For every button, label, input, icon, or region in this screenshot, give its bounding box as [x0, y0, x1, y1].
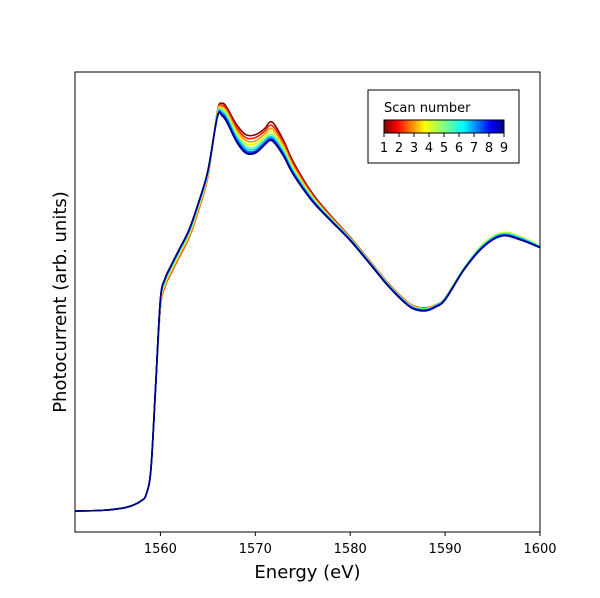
colorbar-tick-label: 3 [410, 141, 418, 156]
x-axis-label: Energy (eV) [254, 562, 360, 583]
colorbar-tick-label: 7 [470, 141, 478, 156]
colorbar-tick-label: 8 [485, 141, 493, 156]
colorbar-tick-label: 6 [455, 141, 463, 156]
legend-title: Scan number [384, 101, 471, 116]
x-axis-ticks: 1560 1570 1580 1590 1600 [144, 532, 557, 557]
series-line-scan-8 [75, 111, 540, 512]
plot-frame [74, 71, 541, 533]
series-line-scan-2 [75, 103, 540, 512]
colorbar-tick-label: 2 [395, 141, 403, 156]
series-line-scan-5 [75, 107, 540, 512]
colorbar-tick-label: 5 [440, 141, 448, 156]
x-tick-label: 1600 [523, 542, 556, 557]
colorbar-tick-label: 4 [425, 141, 433, 156]
y-axis-label: Photocurrent (arb. units) [50, 191, 71, 413]
series-line-scan-6 [75, 109, 540, 512]
series-line-scan-7 [75, 110, 540, 512]
colorbar-tick-label: 1 [380, 141, 388, 156]
series-line-scan-4 [75, 106, 540, 512]
colorbar-gradient [383, 119, 505, 134]
colorbar-tick-label: 9 [500, 141, 508, 156]
x-tick-label: 1560 [144, 542, 177, 557]
series-line-scan-9 [75, 111, 540, 512]
x-tick-label: 1590 [429, 542, 462, 557]
x-tick-label: 1570 [239, 542, 272, 557]
series-group [75, 102, 540, 512]
x-tick-label: 1580 [334, 542, 367, 557]
series-line-scan-1 [75, 102, 540, 512]
series-line-scan-3 [75, 105, 540, 512]
